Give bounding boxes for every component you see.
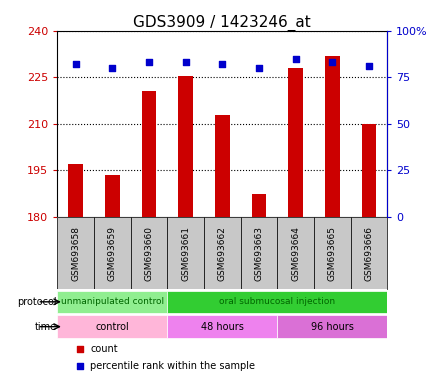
Text: unmanipulated control: unmanipulated control bbox=[61, 297, 164, 306]
Bar bbox=[215, 114, 230, 217]
Bar bbox=[131, 217, 167, 290]
Point bbox=[219, 61, 226, 67]
Text: GSM693660: GSM693660 bbox=[144, 226, 154, 281]
Point bbox=[77, 363, 84, 369]
Text: GSM693662: GSM693662 bbox=[218, 226, 227, 281]
Bar bbox=[57, 291, 167, 313]
Bar bbox=[325, 56, 340, 217]
Bar bbox=[351, 217, 387, 290]
Bar bbox=[57, 217, 94, 290]
Point bbox=[292, 56, 299, 62]
Point bbox=[145, 59, 152, 65]
Text: GSM693664: GSM693664 bbox=[291, 226, 300, 281]
Bar bbox=[362, 124, 376, 217]
Text: GSM693666: GSM693666 bbox=[364, 226, 374, 281]
Bar bbox=[204, 217, 241, 290]
Bar bbox=[252, 194, 266, 217]
Text: GSM693663: GSM693663 bbox=[254, 226, 264, 281]
Bar bbox=[277, 316, 387, 338]
Text: GSM693659: GSM693659 bbox=[108, 226, 117, 281]
Bar bbox=[167, 316, 277, 338]
Bar bbox=[167, 291, 387, 313]
Point bbox=[329, 59, 336, 65]
Bar bbox=[277, 217, 314, 290]
Text: GSM693665: GSM693665 bbox=[328, 226, 337, 281]
Title: GDS3909 / 1423246_at: GDS3909 / 1423246_at bbox=[133, 15, 311, 31]
Point bbox=[182, 59, 189, 65]
Point bbox=[72, 61, 79, 67]
Bar bbox=[167, 217, 204, 290]
Text: 96 hours: 96 hours bbox=[311, 322, 354, 332]
Point bbox=[365, 63, 372, 69]
Point bbox=[109, 65, 116, 71]
Point bbox=[255, 65, 262, 71]
Text: GSM693658: GSM693658 bbox=[71, 226, 80, 281]
Point bbox=[77, 346, 84, 353]
Text: time: time bbox=[35, 322, 57, 332]
Bar bbox=[142, 91, 156, 217]
Bar bbox=[241, 217, 277, 290]
Bar bbox=[68, 164, 83, 217]
Text: percentile rank within the sample: percentile rank within the sample bbox=[90, 361, 255, 371]
Bar bbox=[94, 217, 131, 290]
Bar bbox=[105, 175, 120, 217]
Bar bbox=[288, 68, 303, 217]
Text: oral submucosal injection: oral submucosal injection bbox=[219, 297, 335, 306]
Bar bbox=[314, 217, 351, 290]
Text: GSM693661: GSM693661 bbox=[181, 226, 190, 281]
Bar bbox=[57, 316, 167, 338]
Text: count: count bbox=[90, 344, 118, 354]
Text: 48 hours: 48 hours bbox=[201, 322, 244, 332]
Text: protocol: protocol bbox=[18, 297, 57, 307]
Bar bbox=[178, 76, 193, 217]
Text: control: control bbox=[95, 322, 129, 332]
